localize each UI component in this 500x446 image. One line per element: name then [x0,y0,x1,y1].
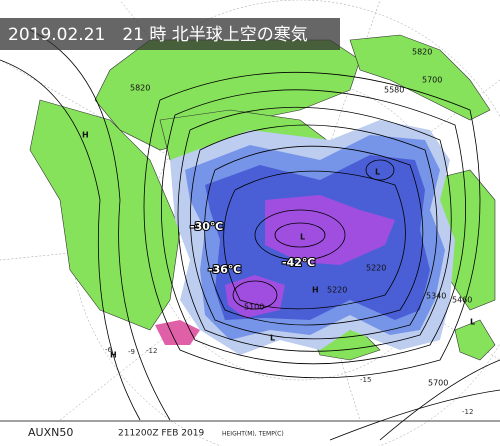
low-center: L [270,334,275,343]
high-center: H [82,131,89,140]
contour-label: 5100 [244,303,264,312]
valid-time: 211200Z FEB 2019 [118,429,204,439]
contour-label: 5820 [412,48,432,57]
contour-label: 5700 [428,379,448,388]
contour-label: 5580 [384,86,404,95]
low-center: L [375,168,380,177]
contour-label: 5340 [426,292,446,301]
isotherm-label: -12 [146,347,157,355]
isotherm-label: -9 [128,348,135,356]
elements: HEIGHT(M), TEMP(C) [222,431,284,438]
contour-label: 5220 [366,264,386,273]
contour-label: 5820 [130,84,150,93]
title: 2019.02.21 21 時 北半球上空の寒気 [8,25,308,45]
temp-label: -30℃ [190,220,223,233]
temp-label: -36℃ [208,263,241,276]
isotherm-label: -12 [462,408,473,416]
contour-label: 5460 [452,296,472,305]
contours [0,29,500,441]
cold-air [155,120,455,355]
low-center: L [300,233,305,242]
high-center: H [312,286,319,295]
temp-label: -42℃ [282,256,315,269]
isotherm-label: -6 [105,346,113,354]
contour-label: 5700 [422,76,442,85]
title-box [0,18,340,50]
contour-label: 5220 [327,286,347,295]
isotherm-label: -15 [360,376,371,384]
low-center: L [470,318,475,327]
high-center: H [110,351,117,360]
chart-code: AUXN50 [28,426,73,439]
